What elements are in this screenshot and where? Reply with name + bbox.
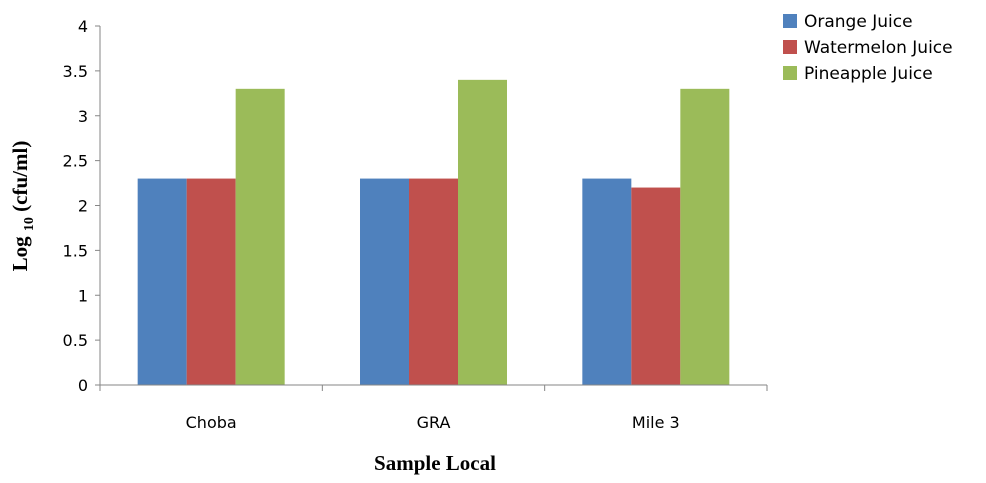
axes [95,25,768,391]
y-axis-title: Log 10 (cfu/ml) [8,141,37,272]
bar [137,178,187,385]
y-tick-label: 0.5 [63,331,88,350]
bar [186,178,236,385]
legend-label: Pineapple Juice [804,64,933,84]
legend-swatch [783,66,797,80]
y-axis-title-subscript: 10 [22,217,37,231]
y-tick-label: 1.5 [63,241,88,260]
bars [137,79,730,385]
y-tick-label: 2.5 [63,152,88,171]
y-tick-label: 2 [78,197,88,216]
y-axis-ticks: 0 0.5 1 1.5 2 2.5 3 3.5 4 [63,17,88,395]
y-tick-label: 3.5 [63,62,88,81]
x-axis-title: Sample Local [374,451,496,475]
bar [631,187,681,385]
bar [409,178,458,385]
bar [582,178,632,385]
x-tick-label: Choba [186,413,237,432]
legend-label: Watermelon Juice [804,38,953,58]
y-tick-label: 1 [78,286,88,305]
y-axis-title-prefix: Log [8,231,32,271]
bar [680,88,730,385]
bar [360,178,409,385]
x-axis-labels: Choba GRA Mile 3 [186,413,680,432]
y-tick-label: 0 [78,376,88,395]
bar [458,79,507,385]
y-tick-label: 3 [78,107,88,126]
legend-swatch [783,40,797,54]
legend-swatch [783,14,797,28]
y-axis-title-suffix: (cfu/ml) [8,141,32,217]
legend-label: Orange Juice [804,12,913,32]
bar [235,88,285,385]
x-tick-label: GRA [417,413,451,432]
legend: Orange Juice Watermelon Juice Pineapple Ju… [783,12,953,84]
y-tick-label: 4 [78,17,88,36]
x-tick-label: Mile 3 [632,413,680,432]
